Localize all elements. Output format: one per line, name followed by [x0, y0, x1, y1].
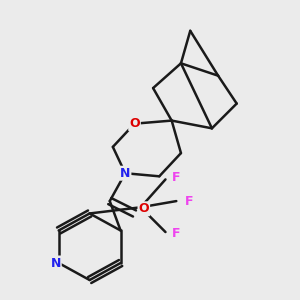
Text: F: F: [172, 171, 181, 184]
Text: F: F: [172, 227, 181, 240]
Text: F: F: [184, 195, 193, 208]
Text: O: O: [129, 117, 140, 130]
Text: N: N: [120, 167, 130, 180]
Text: O: O: [139, 202, 149, 215]
Text: N: N: [50, 256, 61, 269]
